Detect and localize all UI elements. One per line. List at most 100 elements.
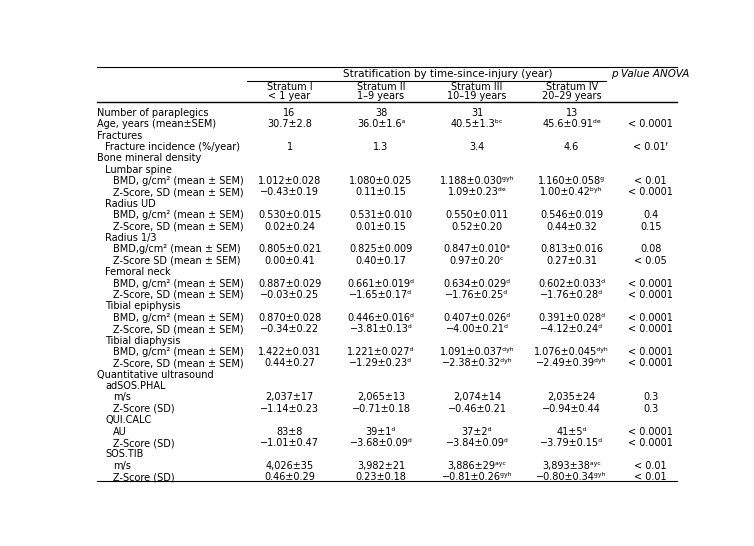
Text: 0.97±0.20ᶜ: 0.97±0.20ᶜ: [450, 256, 504, 266]
Text: Femoral neck: Femoral neck: [105, 267, 170, 277]
Text: 1.09±0.23ᵈᵉ: 1.09±0.23ᵈᵉ: [448, 187, 507, 198]
Text: −1.01±0.47: −1.01±0.47: [260, 438, 319, 448]
Text: 0.805±0.021: 0.805±0.021: [258, 245, 321, 254]
Text: 3,982±21: 3,982±21: [357, 461, 405, 471]
Text: 0.44±0.32: 0.44±0.32: [546, 222, 597, 232]
Text: Z-Score SD (mean ± SEM): Z-Score SD (mean ± SEM): [113, 256, 241, 266]
Text: 0.602±0.033ᵈ: 0.602±0.033ᵈ: [538, 278, 605, 289]
Text: Stratum I: Stratum I: [267, 82, 312, 92]
Text: 1.091±0.037ᵈʸʰ: 1.091±0.037ᵈʸʰ: [440, 347, 514, 357]
Text: 31: 31: [471, 108, 483, 118]
Text: −1.76±0.28ᵈ: −1.76±0.28ᵈ: [540, 290, 603, 300]
Text: 36.0±1.6ᵃ: 36.0±1.6ᵃ: [357, 119, 405, 129]
Text: −0.34±0.22: −0.34±0.22: [260, 324, 319, 334]
Text: < 0.0001: < 0.0001: [628, 347, 673, 357]
Text: 0.887±0.029: 0.887±0.029: [258, 278, 321, 289]
Text: −4.00±0.21ᵈ: −4.00±0.21ᵈ: [446, 324, 509, 334]
Text: 1.076±0.045ᵈʸʰ: 1.076±0.045ᵈʸʰ: [535, 347, 609, 357]
Text: 1.422±0.031: 1.422±0.031: [258, 347, 321, 357]
Text: Z-Score, SD (mean ± SEM): Z-Score, SD (mean ± SEM): [113, 324, 244, 334]
Text: 2,065±13: 2,065±13: [357, 393, 405, 402]
Text: < 0.0001: < 0.0001: [628, 313, 673, 323]
Text: 0.01±0.15: 0.01±0.15: [356, 222, 406, 232]
Text: 16: 16: [284, 108, 296, 118]
Text: −1.65±0.17ᵈ: −1.65±0.17ᵈ: [349, 290, 412, 300]
Text: < 0.0001: < 0.0001: [628, 119, 673, 129]
Text: −0.80±0.34ᵍʸʰ: −0.80±0.34ᵍʸʰ: [536, 472, 607, 482]
Text: −2.38±0.32ᵈʸʰ: −2.38±0.32ᵈʸʰ: [442, 358, 513, 369]
Text: Z-Score, SD (mean ± SEM): Z-Score, SD (mean ± SEM): [113, 222, 244, 232]
Text: −3.81±0.13ᵈ: −3.81±0.13ᵈ: [350, 324, 412, 334]
Text: Fractures: Fractures: [97, 130, 143, 140]
Text: 0.27±0.31: 0.27±0.31: [546, 256, 597, 266]
Text: QUI.CALC: QUI.CALC: [105, 416, 152, 425]
Text: Stratum III: Stratum III: [452, 82, 503, 92]
Text: < 0.0001: < 0.0001: [628, 438, 673, 448]
Text: 0.23±0.18: 0.23±0.18: [356, 472, 406, 482]
Text: BMD, g/cm² (mean ± SEM): BMD, g/cm² (mean ± SEM): [113, 278, 244, 289]
Text: 0.661±0.019ᵈ: 0.661±0.019ᵈ: [348, 278, 415, 289]
Text: 0.531±0.010: 0.531±0.010: [349, 210, 412, 220]
Text: < 0.05: < 0.05: [634, 256, 667, 266]
Text: −0.43±0.19: −0.43±0.19: [260, 187, 319, 198]
Text: < 0.0001: < 0.0001: [628, 358, 673, 369]
Text: Tibial epiphysis: Tibial epiphysis: [105, 301, 181, 311]
Text: 0.40±0.17: 0.40±0.17: [356, 256, 406, 266]
Text: 0.391±0.028ᵈ: 0.391±0.028ᵈ: [538, 313, 605, 323]
Text: 0.46±0.29: 0.46±0.29: [264, 472, 315, 482]
Text: Bone mineral density: Bone mineral density: [97, 153, 201, 163]
Text: 0.825±0.009: 0.825±0.009: [349, 245, 412, 254]
Text: 3,893±38ᵃʸᶜ: 3,893±38ᵃʸᶜ: [542, 461, 601, 471]
Text: −3.68±0.09ᵈ: −3.68±0.09ᵈ: [350, 438, 412, 448]
Text: p Value ANOVA: p Value ANOVA: [611, 69, 690, 79]
Text: 83±8: 83±8: [277, 426, 303, 437]
Text: 1.221±0.027ᵈ: 1.221±0.027ᵈ: [348, 347, 415, 357]
Text: BMD,g/cm² (mean ± SEM): BMD,g/cm² (mean ± SEM): [113, 245, 241, 254]
Text: 0.546±0.019: 0.546±0.019: [540, 210, 603, 220]
Text: 0.52±0.20: 0.52±0.20: [452, 222, 503, 232]
Text: 0.3: 0.3: [643, 393, 658, 402]
Text: < 0.01ᶠ: < 0.01ᶠ: [633, 142, 669, 152]
Text: 41±5ᵈ: 41±5ᵈ: [556, 426, 587, 437]
Text: < 0.0001: < 0.0001: [628, 324, 673, 334]
Text: 0.407±0.026ᵈ: 0.407±0.026ᵈ: [443, 313, 510, 323]
Text: 38: 38: [375, 108, 387, 118]
Text: Z-Score, SD (mean ± SEM): Z-Score, SD (mean ± SEM): [113, 290, 244, 300]
Text: 1–9 years: 1–9 years: [357, 91, 405, 101]
Text: 0.15: 0.15: [640, 222, 661, 232]
Text: m/s: m/s: [113, 393, 130, 402]
Text: BMD, g/cm² (mean ± SEM): BMD, g/cm² (mean ± SEM): [113, 347, 244, 357]
Text: 0.446±0.016ᵈ: 0.446±0.016ᵈ: [348, 313, 415, 323]
Text: Quantitative ultrasound: Quantitative ultrasound: [97, 370, 214, 379]
Text: < 0.01: < 0.01: [634, 176, 667, 186]
Text: Stratification by time-since-injury (year): Stratification by time-since-injury (yea…: [343, 69, 553, 79]
Text: 13: 13: [566, 108, 578, 118]
Text: −0.71±0.18: −0.71±0.18: [351, 404, 410, 414]
Text: BMD, g/cm² (mean ± SEM): BMD, g/cm² (mean ± SEM): [113, 313, 244, 323]
Text: 0.4: 0.4: [643, 210, 658, 220]
Text: < 0.0001: < 0.0001: [628, 290, 673, 300]
Text: Z-Score, SD (mean ± SEM): Z-Score, SD (mean ± SEM): [113, 358, 244, 369]
Text: 0.550±0.011: 0.550±0.011: [446, 210, 509, 220]
Text: < 0.0001: < 0.0001: [628, 187, 673, 198]
Text: Lumbar spine: Lumbar spine: [105, 165, 172, 175]
Text: Z-Score (SD): Z-Score (SD): [113, 438, 174, 448]
Text: Stratum II: Stratum II: [357, 82, 405, 92]
Text: Z-Score (SD): Z-Score (SD): [113, 472, 174, 482]
Text: 1.012±0.028: 1.012±0.028: [258, 176, 321, 186]
Text: 0.00±0.41: 0.00±0.41: [264, 256, 315, 266]
Text: −4.12±0.24ᵈ: −4.12±0.24ᵈ: [540, 324, 603, 334]
Text: −1.76±0.25ᵈ: −1.76±0.25ᵈ: [446, 290, 509, 300]
Text: Radius UD: Radius UD: [105, 199, 156, 209]
Text: < 0.01: < 0.01: [634, 472, 667, 482]
Text: AU: AU: [113, 426, 127, 437]
Text: 1: 1: [287, 142, 293, 152]
Text: 3.4: 3.4: [470, 142, 485, 152]
Text: 2,074±14: 2,074±14: [453, 393, 501, 402]
Text: 0.870±0.028: 0.870±0.028: [258, 313, 321, 323]
Text: 10–19 years: 10–19 years: [447, 91, 507, 101]
Text: Number of paraplegics: Number of paraplegics: [97, 108, 209, 118]
Text: 39±1ᵈ: 39±1ᵈ: [366, 426, 396, 437]
Text: −1.14±0.23: −1.14±0.23: [260, 404, 319, 414]
Text: 30.7±2.8: 30.7±2.8: [267, 119, 312, 129]
